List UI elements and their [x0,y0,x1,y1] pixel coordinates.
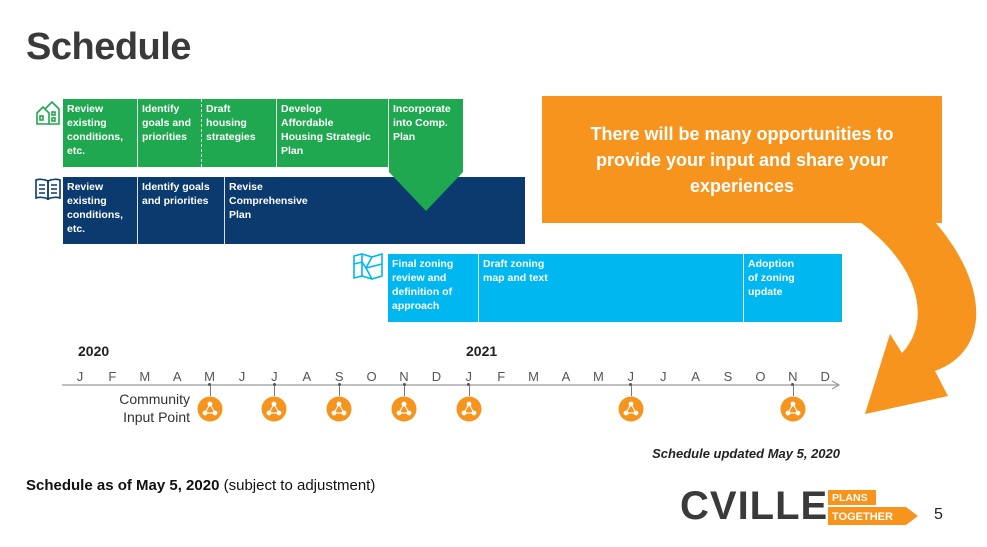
housing-step-incorporate: Incorporate into Comp. Plan [389,99,463,167]
timeline-tick [791,383,795,386]
zoning-step-draft: Draft zoning map and text [479,254,744,322]
map-icon [353,252,383,280]
month-label: J [627,369,635,384]
open-book-icon [35,178,61,201]
zoning-step-adoption: Adoption of zoning update [744,254,842,322]
logo-tag-together: TOGETHER [832,511,893,523]
plans-together-tag-shape [828,490,918,525]
month-label: J [465,369,473,384]
community-network-icon [456,396,482,422]
housing-step-draft: Draft housing strategies [202,99,277,167]
page-number: 5 [934,506,943,523]
logo-tag-plans: PLANS [832,492,868,504]
input-point-connector [339,386,341,396]
community-network-icon [197,396,223,422]
input-point-connector [468,386,470,396]
timeline-tick [402,383,406,386]
month-label: A [172,369,182,384]
input-point-connector [630,386,632,396]
month-label: F [108,369,117,384]
comp-step-revise: Revise Comprehensive Plan [225,177,525,244]
month-label: M [204,369,216,384]
schedule-updated-note: Schedule updated May 5, 2020 [652,446,840,461]
timeline-axis [62,380,841,390]
month-label: D [431,369,442,384]
incorporate-arrow [389,166,463,211]
timeline-tick [337,383,341,386]
houses-icon [36,100,60,125]
month-label: A [302,369,312,384]
month-label: D [820,369,830,384]
callout-box: There will be many opportunities to prov… [542,96,942,223]
input-point-connector [274,386,276,396]
comp-plan-track: Review existing conditions, etc. Identif… [63,177,525,244]
month-label: S [334,369,344,384]
month-label: F [497,369,506,384]
page-title: Schedule [26,26,191,68]
community-network-icon [261,396,287,422]
month-label: N [399,369,409,384]
zoning-step-final: Final zoning review and definition of ap… [388,254,479,322]
month-label: M [592,369,604,384]
timeline-tick [629,383,633,386]
timeline-tick [208,383,212,386]
input-point-connector [404,386,405,396]
footnote-rest: (subject to adjustment) [219,477,376,494]
footnote-bold: Schedule as of May 5, 2020 [26,477,220,494]
timeline-tick [467,383,471,386]
input-point-connector [792,386,794,396]
community-network-icon [618,396,644,422]
year-label-2021: 2021 [466,343,498,359]
month-label: S [723,369,733,384]
month-label: N [788,369,798,384]
month-label: J [76,369,84,384]
month-label: A [561,369,571,384]
community-network-icon [326,396,352,422]
month-label: J [271,369,278,384]
month-label: M [528,369,540,384]
housing-step-develop: Develop Affordable Housing Strategic Pla… [277,99,389,167]
community-input-label: Community Input Point [119,391,190,425]
callout-arrow [860,222,977,414]
cville-logo-word: CVILLE [680,484,829,528]
timeline-tick [272,383,276,386]
month-label: J [659,369,667,384]
housing-track: Review existing conditions, etc. Identif… [63,99,463,167]
year-label-2020: 2020 [78,343,110,359]
input-point-connector [209,386,211,396]
community-network-icon [780,396,806,422]
month-label: J [238,369,246,384]
comp-step-review: Review existing conditions, etc. [63,177,138,244]
comp-step-goals: Identify goals and priorities [138,177,225,244]
month-label: O [755,369,766,384]
community-network-icon [391,396,417,422]
month-label: O [366,369,377,384]
schedule-footnote: Schedule as of May 5, 2020 (subject to a… [26,477,375,494]
month-label: A [691,369,700,384]
zoning-track: Final zoning review and definition of ap… [388,254,842,322]
callout-text: There will be many opportunities to prov… [590,123,894,196]
housing-step-goals: Identify goals and priorities [138,99,202,167]
month-label: M [139,369,151,384]
housing-step-review: Review existing conditions, etc. [63,99,138,167]
